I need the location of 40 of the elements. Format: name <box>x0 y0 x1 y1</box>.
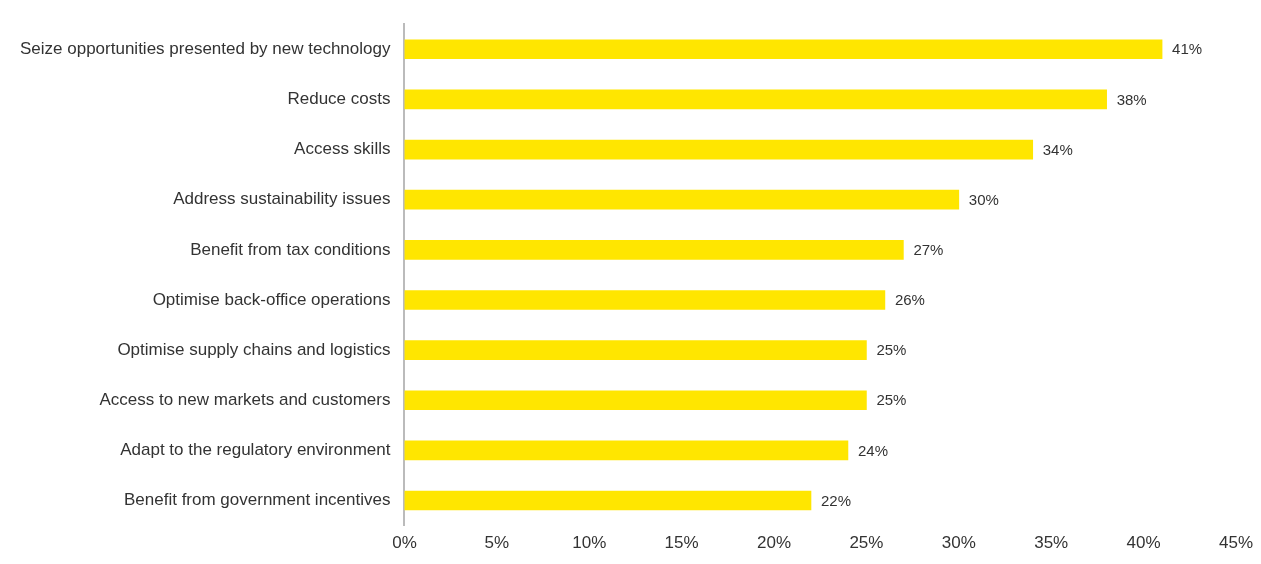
data-label: 30% <box>968 190 999 208</box>
bar <box>404 290 886 310</box>
x-tick-label: 25% <box>849 533 884 553</box>
data-label: 38% <box>1116 90 1147 108</box>
x-tick-label: 5% <box>484 533 510 553</box>
y-tick-label: Optimise supply chains and logistics <box>117 339 391 359</box>
bar <box>404 390 867 411</box>
x-tick-label: 15% <box>664 533 699 553</box>
bar <box>404 139 1034 160</box>
y-tick-label: Reduce costs <box>287 89 391 109</box>
bar <box>404 490 812 511</box>
y-tick-label: Seize opportunities presented by new technology <box>20 38 391 58</box>
data-label: 34% <box>1042 140 1073 158</box>
x-tick-label: 45% <box>1218 533 1253 553</box>
bar <box>404 340 867 360</box>
x-tick-label: 10% <box>572 533 607 553</box>
x-tick-label: 40% <box>1126 533 1161 553</box>
data-label: 41% <box>1172 40 1203 58</box>
y-tick-label: Address sustainability issues <box>173 189 391 209</box>
data-label: 25% <box>876 341 907 359</box>
x-tick-label: 20% <box>757 533 792 553</box>
x-tick-label: 35% <box>1034 533 1069 553</box>
y-tick-label: Benefit from government incentives <box>124 490 391 510</box>
data-label: 22% <box>820 491 852 509</box>
bar <box>404 89 1107 110</box>
data-label: 24% <box>857 441 888 459</box>
x-tick-label: 0% <box>392 533 417 553</box>
y-tick-label: Access to new markets and customers <box>99 389 391 409</box>
bar <box>404 240 904 260</box>
bar <box>404 440 849 461</box>
y-tick-label: Adapt to the regulatory environment <box>120 440 391 460</box>
y-tick-label: Optimise back-office operations <box>152 289 391 309</box>
bar <box>404 39 1163 60</box>
data-label: 27% <box>913 240 944 258</box>
data-label: 25% <box>876 391 907 409</box>
data-label: 26% <box>894 291 925 309</box>
y-tick-label: Benefit from tax conditions <box>190 239 391 259</box>
bar <box>404 189 960 210</box>
y-tick-label: Access skills <box>294 139 391 159</box>
x-tick-label: 30% <box>941 533 976 553</box>
